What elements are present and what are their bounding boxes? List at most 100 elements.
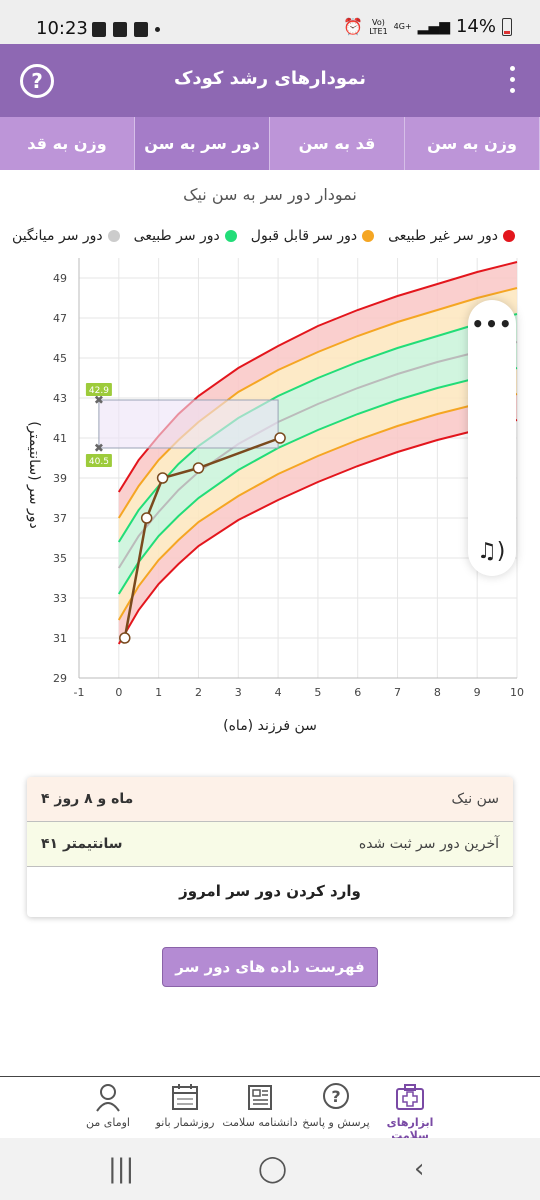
legend-item-average[interactable]: دور سر میانگین (12, 228, 120, 244)
x-tick-label: 3 (235, 686, 242, 699)
nav-item-encyclopedia[interactable]: دانشنامه سلامت (220, 1081, 300, 1129)
svg-text:?: ? (331, 1087, 340, 1106)
info-card: سن نیک ۴ ماه و ۸ روز آخرین دور سر ثبت شد… (27, 777, 513, 917)
bottom-nav: اومای من روزشمار بانو دانشنامه سلامت ? پ… (0, 1076, 540, 1142)
legend-dot-normal (224, 230, 237, 242)
nav-label-profile: اومای من (86, 1116, 130, 1129)
child-point (140, 512, 153, 524)
nav-item-profile[interactable]: اومای من (78, 1081, 138, 1129)
head-circumference-chart: ✖42.9✖40.5 -1 0 1 2 3 4 5 6 7 8 9 10293133353739414… (26, 258, 524, 734)
last-measure-label: آخرین دور سر ثبت شده (358, 836, 499, 852)
x-tick-label: 4 (275, 686, 282, 699)
status-bar: 10:23 ⏰ Vo) LTE1 4G+ ▂▄▆ 14% (0, 0, 540, 44)
y-tick-label: 43 (53, 392, 67, 405)
y-tick-label: 45 (53, 352, 67, 365)
tab-head-age[interactable]: دور سر به سن (135, 117, 270, 170)
enter-today-button[interactable]: وارد کردن دور سر امروز (179, 882, 361, 900)
nav-label-calendar: روزشمار بانو (155, 1116, 215, 1129)
x-tick-label: 1 (155, 686, 162, 699)
y-tick-label: 41 (53, 432, 67, 445)
audio-icon[interactable]: ♫) (477, 539, 506, 564)
legend-label-abnormal: دور سر غیر طبیعی (388, 228, 498, 244)
network-label: Vo) LTE1 (369, 18, 387, 36)
nav-item-qa[interactable]: ? پرسش و پاسخ (300, 1081, 372, 1129)
nav-item-calendar[interactable]: روزشمار بانو (150, 1081, 220, 1129)
battery-percent: 14% (455, 16, 496, 37)
y-tick-label: 47 (53, 312, 67, 325)
band-area (118, 262, 518, 518)
message-icon (134, 21, 148, 37)
child-point (119, 632, 131, 644)
y-tick-label: 31 (53, 632, 67, 645)
legend-item-abnormal[interactable]: دور سر غیر طبیعی (388, 228, 515, 244)
legend-label-normal: دور سر طبیعی (133, 228, 220, 244)
marker-range-box (98, 399, 279, 449)
age-row: سن نیک ۴ ماه و ۸ روز (27, 777, 513, 822)
more-notifications-icon (155, 26, 160, 32)
y-tick-label: 29 (53, 672, 67, 685)
y-tick-label: 49 (53, 272, 67, 285)
home-button[interactable]: ◯ (258, 1154, 288, 1184)
profile-icon (96, 1084, 120, 1112)
x-tick-label: 6 (354, 686, 361, 699)
x-axis-label: سن فرزند (ماه) (223, 718, 317, 734)
status-time: 10:23 (36, 18, 88, 39)
marker-range: ✖42.9✖40.5 (85, 383, 279, 467)
x-tick-label: 7 (394, 686, 401, 699)
age-value: ۴ ماه و ۸ روز (41, 791, 134, 807)
nav-label-qa: پرسش و پاسخ (302, 1116, 370, 1129)
legend-item-normal[interactable]: دور سر طبیعی (134, 228, 237, 244)
child-point (156, 472, 169, 484)
tab-bar: وزن به قد دور سر به سن قد به سن وزن به س… (0, 117, 540, 170)
alarm-icon: ⏰ (343, 17, 364, 36)
x-tick-label: 10 (510, 686, 524, 699)
question-bubble-icon: ? (323, 1083, 349, 1109)
marker-label: 40.5 (89, 457, 109, 467)
marker-badge (85, 454, 112, 467)
child-series (119, 432, 286, 644)
alert-icon (113, 21, 127, 37)
tab-height-age[interactable]: قد به سن (270, 117, 405, 170)
child-point (192, 462, 205, 474)
legend-item-acceptable[interactable]: دور سر قابل قبول (250, 228, 375, 244)
floating-more-icon[interactable]: ••• (471, 312, 513, 336)
help-icon[interactable]: ? (20, 64, 54, 98)
y-axis-label: دور سر (سانتیمتر) (26, 421, 42, 528)
marker-badge (85, 383, 112, 396)
legend-dot-acceptable (362, 230, 375, 242)
marker-label: 42.9 (89, 386, 109, 396)
notification-icons (92, 21, 160, 37)
x-tick-label: 8 (434, 686, 441, 699)
x-tick-label: 2 (195, 686, 202, 699)
more-menu-icon[interactable] (510, 66, 516, 96)
signal-type: 4G+ (393, 22, 412, 31)
last-measure-row: آخرین دور سر ثبت شده ۴۱ سانتیمتر (27, 822, 513, 867)
x-tick-label: 5 (314, 686, 321, 699)
data-list-button[interactable]: فهرست داده های دور سر نیک (162, 947, 378, 1014)
system-nav-bar: ||| ◯ ‹ (0, 1138, 540, 1200)
tab-weight-age[interactable]: وزن به سن (405, 117, 540, 170)
reference-curve (117, 287, 518, 519)
marker-cross: ✖ (94, 441, 104, 455)
floating-tool-panel: ••• ♫) (468, 300, 516, 576)
child-point (274, 432, 286, 444)
y-tick-label: 39 (53, 472, 67, 485)
nav-item-health-tools[interactable]: ابزارهای سلامت (372, 1081, 448, 1142)
legend-label-acceptable: دور سر قابل قبول (250, 228, 358, 244)
recents-button[interactable]: ||| (108, 1154, 135, 1184)
medical-kit-icon (396, 1084, 424, 1110)
tab-weight-height[interactable]: وزن به قد (0, 117, 135, 170)
reference-curve (117, 393, 518, 621)
legend-dot-abnormal (503, 230, 515, 242)
nav-label-encyclopedia: دانشنامه سلامت (222, 1116, 298, 1129)
legend-label-average: دور سر میانگین (12, 228, 103, 244)
battery-icon (502, 17, 512, 36)
back-button[interactable]: ‹ (414, 1154, 425, 1184)
marker-cross: ✖ (94, 393, 104, 407)
image-icon (92, 21, 106, 37)
chart-title: نمودار دور سر به سن نیک (183, 185, 357, 204)
y-tick-label: 37 (53, 512, 67, 525)
reference-curve (117, 419, 518, 645)
app-bar: ? نمودارهای رشد کودک (0, 44, 540, 117)
